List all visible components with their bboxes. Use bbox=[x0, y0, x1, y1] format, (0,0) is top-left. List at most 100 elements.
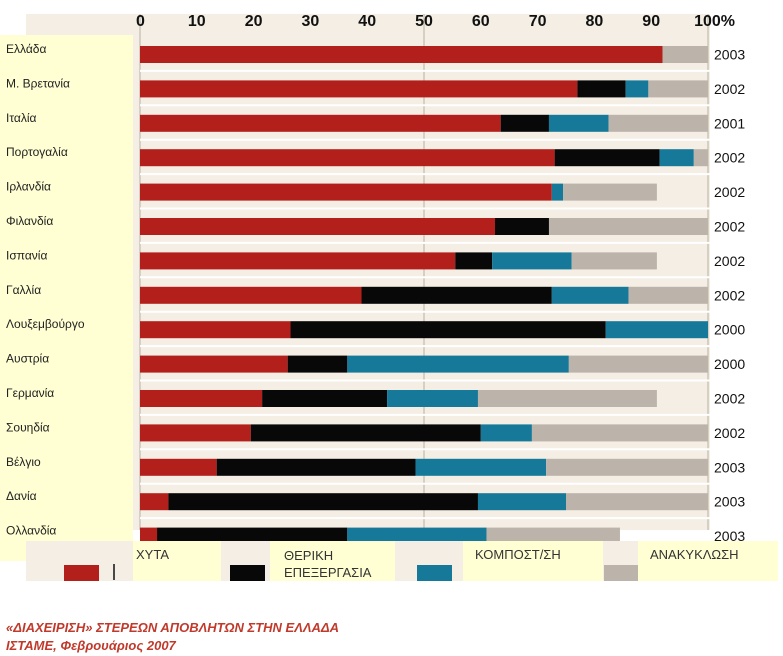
x-tick-label: 0 bbox=[136, 13, 145, 30]
category-label: Αυστρία bbox=[6, 352, 49, 366]
year-label: 2002 bbox=[714, 391, 745, 407]
x-tick-label: 60 bbox=[472, 13, 490, 30]
bar-segment bbox=[168, 493, 478, 511]
bar-segment bbox=[455, 252, 493, 270]
category-label: Βέλγιο bbox=[6, 455, 41, 469]
category-label: Πορτογαλία bbox=[6, 145, 68, 159]
category-label: Λουξεμβούργο bbox=[6, 317, 85, 331]
bar-segment bbox=[608, 114, 708, 132]
x-tick-label: 10 bbox=[188, 13, 206, 30]
bar-segment bbox=[571, 252, 657, 270]
year-label: 2003 bbox=[714, 47, 745, 63]
legend-swatch bbox=[64, 565, 99, 581]
bar-segment bbox=[577, 80, 626, 98]
x-tick-label: 20 bbox=[245, 13, 263, 30]
bar-segment bbox=[531, 424, 708, 442]
bar-segment bbox=[140, 321, 291, 339]
year-label: 2002 bbox=[714, 150, 745, 166]
bar-segment bbox=[477, 390, 657, 407]
legend-swatch bbox=[417, 565, 452, 581]
bar-segment bbox=[140, 458, 217, 476]
x-tick-label: 50 bbox=[415, 13, 433, 30]
legend-label-panel bbox=[133, 541, 221, 581]
bar-segment bbox=[140, 252, 456, 270]
bar-segment bbox=[495, 218, 549, 235]
bar-segment bbox=[140, 355, 288, 373]
x-tick-label: 30 bbox=[302, 13, 320, 30]
legend-label-panel bbox=[270, 541, 395, 581]
legend-swatch bbox=[230, 565, 265, 581]
bar-segment bbox=[500, 114, 549, 132]
bar-segment bbox=[347, 527, 487, 545]
legend-label: ΚΟΜΠΟΣΤ/ΣΗ bbox=[475, 547, 561, 562]
year-label: 2000 bbox=[714, 322, 745, 338]
bar-segment bbox=[140, 80, 578, 98]
bar-segment bbox=[546, 458, 708, 476]
bar-segment bbox=[486, 527, 620, 545]
year-label: 2003 bbox=[714, 528, 745, 544]
bar-segment bbox=[262, 390, 388, 407]
category-label: Ιρλανδία bbox=[6, 180, 51, 194]
bar-segment bbox=[492, 252, 572, 270]
bar-segment bbox=[140, 527, 158, 545]
bar-segment bbox=[693, 149, 708, 167]
label-panel bbox=[0, 35, 133, 561]
bar-segment bbox=[140, 46, 663, 63]
bar-segment bbox=[568, 355, 708, 373]
year-label: 2002 bbox=[714, 425, 745, 441]
bar-segment bbox=[625, 80, 649, 98]
bar-segment bbox=[605, 321, 708, 339]
x-tick-label: 70 bbox=[529, 13, 547, 30]
year-label: 2002 bbox=[714, 184, 745, 200]
bar-segment bbox=[140, 218, 495, 235]
caption-source: ΙΣΤΑΜΕ, Φεβρουάριος 2007 bbox=[6, 638, 176, 653]
bar-segment bbox=[566, 493, 708, 511]
category-label: Ιταλία bbox=[6, 111, 37, 125]
bar-segment bbox=[563, 183, 657, 201]
x-tick-label: 100% bbox=[694, 13, 735, 30]
bar-segment bbox=[548, 218, 708, 235]
legend-label: ΘΕΡΙΚΗ bbox=[284, 548, 333, 563]
x-tick-label: 80 bbox=[586, 13, 604, 30]
legend-swatch bbox=[604, 565, 638, 581]
bar-segment bbox=[140, 183, 552, 201]
bar-segment bbox=[361, 286, 552, 304]
bar-segment bbox=[140, 286, 362, 304]
bar-segment bbox=[140, 493, 169, 511]
bar-segment bbox=[347, 355, 569, 373]
bar-segment bbox=[140, 424, 251, 442]
bar-segment bbox=[140, 390, 263, 407]
year-label: 2003 bbox=[714, 494, 745, 510]
category-label: Γαλλία bbox=[6, 283, 41, 297]
legend-label-panel bbox=[463, 541, 603, 581]
category-label: Μ. Βρετανία bbox=[6, 76, 70, 90]
bar-segment bbox=[662, 46, 708, 63]
bar-segment bbox=[554, 149, 660, 167]
bar-segment bbox=[140, 114, 501, 132]
category-label: Φιλανδία bbox=[6, 214, 53, 228]
year-label: 2002 bbox=[714, 81, 745, 97]
legend-label: ΧΥΤΑ bbox=[136, 547, 169, 562]
bar-segment bbox=[157, 527, 348, 545]
category-label: Ολλανδία bbox=[6, 524, 56, 538]
legend-label: ΑΝΑΚΥΚΛΩΣΗ bbox=[650, 547, 739, 562]
category-label: Δανία bbox=[6, 489, 37, 503]
bar-segment bbox=[290, 321, 606, 339]
year-label: 2002 bbox=[714, 253, 745, 269]
bar-segment bbox=[551, 183, 564, 201]
category-label: Γερμανία bbox=[6, 386, 54, 400]
bar-segment bbox=[648, 80, 708, 98]
year-label: 2002 bbox=[714, 287, 745, 303]
x-tick-label: 40 bbox=[358, 13, 376, 30]
year-label: 2003 bbox=[714, 459, 745, 475]
bar-segment bbox=[548, 114, 609, 132]
year-label: 2002 bbox=[714, 219, 745, 235]
bar-segment bbox=[551, 286, 629, 304]
bar-segment bbox=[480, 424, 532, 442]
bar-segment bbox=[659, 149, 694, 167]
bar-segment bbox=[216, 458, 416, 476]
category-label: Σουηδία bbox=[6, 420, 50, 434]
legend-label-panel bbox=[638, 541, 778, 581]
bar-segment bbox=[140, 149, 555, 167]
category-label: Ισπανία bbox=[6, 248, 47, 262]
